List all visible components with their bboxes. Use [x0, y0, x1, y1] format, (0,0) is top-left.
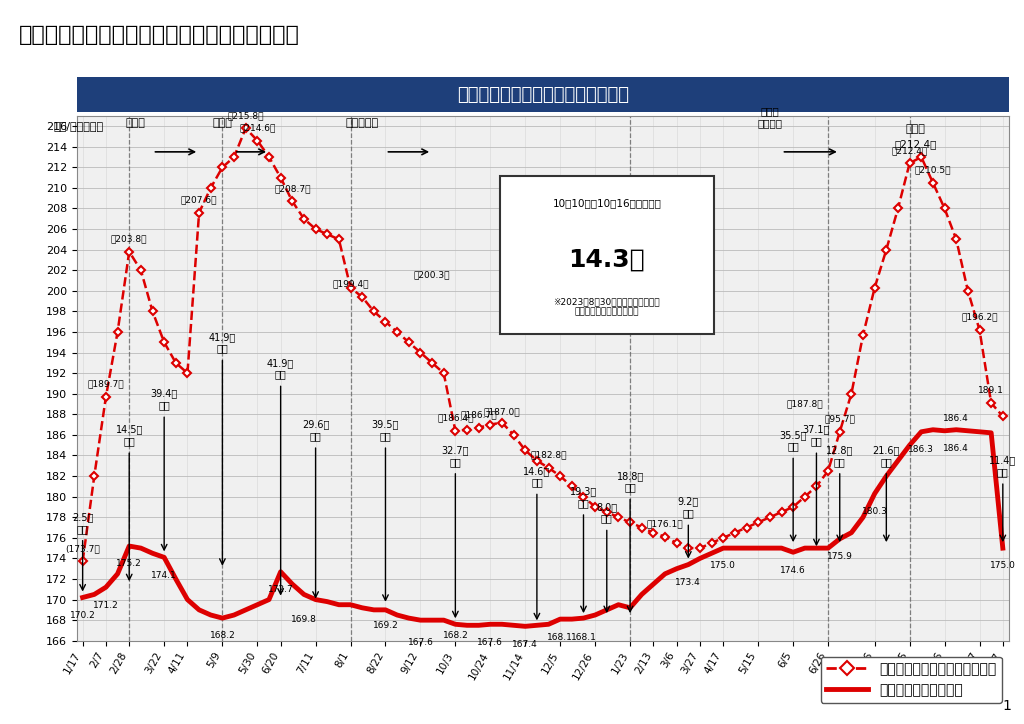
- FancyBboxPatch shape: [500, 175, 714, 334]
- Text: 186.4: 186.4: [943, 444, 969, 453]
- 補助後のガソリン価格: [996, 544, 1009, 552]
- Text: 186.4: 186.4: [943, 413, 969, 423]
- Text: ガソリン全国平均価格への激変緩和事業の効果: ガソリン全国平均価格への激変緩和事業の効果: [18, 25, 299, 46]
- Text: （189.7）: （189.7）: [88, 379, 124, 389]
- Text: （214.6）: （214.6）: [240, 123, 275, 132]
- 補助がない場合のガソリン価格: [496, 418, 508, 427]
- Text: 21.6円
抑制: 21.6円 抑制: [872, 445, 900, 467]
- 補助後のガソリン価格: [77, 593, 89, 602]
- Text: (173.7）: (173.7）: [66, 544, 100, 553]
- Text: （円/リットル）: （円/リットル）: [53, 121, 103, 131]
- Text: 41.9円
抑制: 41.9円 抑制: [267, 358, 294, 379]
- Text: （95.7）: （95.7）: [824, 415, 855, 424]
- Text: （182.8）: （182.8）: [530, 450, 567, 460]
- Text: 167.6: 167.6: [477, 638, 503, 647]
- Text: 35.5円
抑制: 35.5円 抑制: [779, 430, 807, 451]
- Text: 14.5円
抑制: 14.5円 抑制: [116, 424, 143, 446]
- Text: 9.2円
抑制: 9.2円 抑制: [678, 497, 699, 518]
- 補助がない場合のガソリン価格: [77, 557, 89, 566]
- Text: 175.9: 175.9: [826, 552, 853, 561]
- Line: 補助後のガソリン価格: 補助後のガソリン価格: [83, 430, 1002, 626]
- Text: （187.0）: （187.0）: [483, 408, 520, 416]
- Text: 169.2: 169.2: [373, 621, 398, 630]
- Text: 180.3: 180.3: [862, 507, 888, 516]
- 補助後のガソリン価格: [903, 441, 915, 450]
- 補助後のガソリン価格: [927, 426, 939, 434]
- Text: 168.1: 168.1: [570, 633, 596, 641]
- Line: 補助がない場合のガソリン価格: 補助がない場合のガソリン価格: [80, 125, 1006, 565]
- Text: 29.6円
抑制: 29.6円 抑制: [302, 419, 330, 441]
- Text: 175.0: 175.0: [711, 562, 736, 571]
- Legend: 補助がない場合のガソリン価格, 補助後のガソリン価格: 補助がない場合のガソリン価格, 補助後のガソリン価格: [820, 657, 1001, 702]
- 補助後のガソリン価格: [682, 560, 694, 569]
- Text: 14.3円: 14.3円: [568, 248, 645, 272]
- Text: 12.8円
抑制: 12.8円 抑制: [826, 445, 853, 467]
- Text: 10月10日～10月16日の支給額: 10月10日～10月16日の支給額: [552, 198, 662, 209]
- 補助がない場合のガソリン価格: [240, 124, 252, 132]
- Text: 37.1円
抑制: 37.1円 抑制: [803, 424, 830, 446]
- Text: 175.0: 175.0: [990, 562, 1016, 571]
- 補助がない場合のガソリン価格: [636, 523, 648, 532]
- Text: （196.2）: （196.2）: [962, 313, 997, 321]
- 補助がない場合のガソリン価格: [647, 529, 659, 537]
- Text: 170.2: 170.2: [70, 611, 95, 620]
- Text: （203.8）: （203.8）: [111, 235, 147, 243]
- 補助がない場合のガソリン価格: [717, 534, 729, 542]
- Text: 174.6: 174.6: [780, 565, 806, 575]
- Text: 8.0円
抑制: 8.0円 抑制: [596, 502, 617, 523]
- 補助後のガソリン価格: [647, 580, 659, 589]
- 補助がない場合のガソリン価格: [682, 544, 694, 552]
- Text: 172.7: 172.7: [267, 585, 294, 594]
- Text: 1: 1: [1002, 699, 1012, 713]
- Text: 18.8円
抑制: 18.8円 抑制: [616, 471, 644, 492]
- Text: 拡充策: 拡充策: [125, 118, 145, 128]
- Text: （200.3）: （200.3）: [414, 271, 451, 279]
- Text: （176.1）: （176.1）: [647, 520, 683, 529]
- Text: 39.4円
抑制: 39.4円 抑制: [151, 389, 178, 411]
- Text: 168.2: 168.2: [442, 631, 468, 641]
- Text: 上限切下げ: 上限切下げ: [346, 118, 379, 128]
- Text: 168.2: 168.2: [210, 631, 236, 641]
- Text: （186.7）: （186.7）: [461, 411, 497, 419]
- Text: 189.1: 189.1: [978, 386, 1005, 395]
- Text: （207.6）: （207.6）: [181, 195, 217, 204]
- Text: 拡充策: 拡充策: [212, 118, 232, 128]
- Text: （210.5）: （210.5）: [914, 166, 951, 174]
- 補助後のガソリン価格: [636, 590, 648, 599]
- Text: 32.7円
抑制: 32.7円 抑制: [441, 445, 469, 467]
- Text: （199.4）: （199.4）: [332, 279, 369, 289]
- Text: 167.6: 167.6: [408, 638, 433, 647]
- Text: ※2023年8月30日に公表した新たな
激変緩和措置に基づき算出: ※2023年8月30日に公表した新たな 激変緩和措置に基づき算出: [553, 297, 660, 316]
- Text: （187.8）: （187.8）: [786, 399, 823, 408]
- Text: 2.5円
抑制: 2.5円 抑制: [72, 512, 93, 534]
- 補助後のガソリン価格: [484, 620, 497, 628]
- Text: 14.6円
抑制: 14.6円 抑制: [523, 466, 551, 487]
- Text: 168.1: 168.1: [547, 633, 573, 641]
- Text: （212.4）: （212.4）: [894, 139, 937, 148]
- Text: 39.5円
抑制: 39.5円 抑制: [372, 419, 399, 441]
- Text: 173.4: 173.4: [676, 578, 701, 587]
- Text: 補助率
引き下げ: 補助率 引き下げ: [758, 106, 782, 128]
- Text: 169.8: 169.8: [291, 615, 316, 624]
- Text: レギュラーガソリン・全国平均価格: レギュラーガソリン・全国平均価格: [457, 86, 629, 104]
- Text: 11.4円
抑制: 11.4円 抑制: [989, 455, 1017, 477]
- Text: （212.4）: （212.4）: [892, 146, 928, 155]
- Text: 186.3: 186.3: [908, 445, 934, 454]
- Text: 175.2: 175.2: [117, 560, 142, 568]
- Text: 新制度: 新制度: [905, 125, 926, 135]
- Text: 19.3円
抑制: 19.3円 抑制: [570, 487, 597, 508]
- Text: 41.9円
抑制: 41.9円 抑制: [209, 332, 236, 353]
- Text: 171.2: 171.2: [93, 601, 119, 610]
- 補助後のガソリン価格: [717, 544, 729, 552]
- Text: （208.7）: （208.7）: [274, 184, 310, 193]
- Text: （215.8）: （215.8）: [227, 111, 264, 120]
- 補助がない場合のガソリン価格: [996, 412, 1009, 421]
- Text: 167.4: 167.4: [512, 640, 539, 649]
- 補助後のガソリン価格: [519, 622, 531, 631]
- Text: 174.1: 174.1: [152, 571, 177, 580]
- Text: （186.4）: （186.4）: [437, 413, 474, 423]
- 補助がない場合のガソリン価格: [903, 159, 915, 167]
